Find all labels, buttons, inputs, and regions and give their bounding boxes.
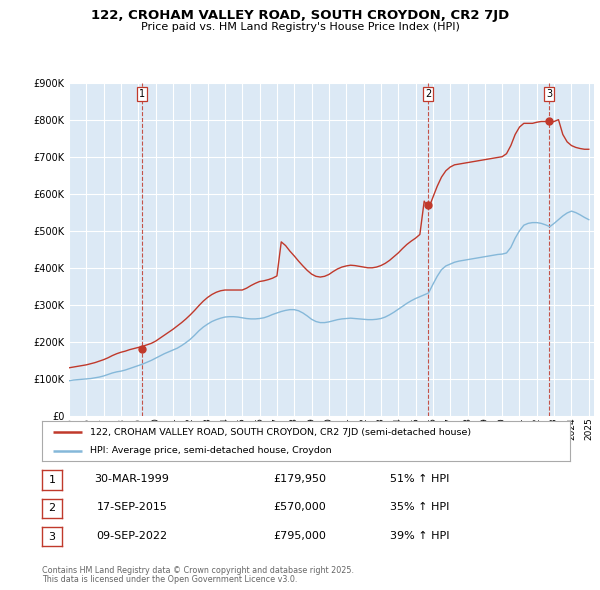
Text: Price paid vs. HM Land Registry's House Price Index (HPI): Price paid vs. HM Land Registry's House … — [140, 22, 460, 32]
Text: 1: 1 — [139, 88, 145, 99]
Text: £179,950: £179,950 — [274, 474, 326, 484]
Text: 2: 2 — [425, 88, 431, 99]
Text: 3: 3 — [49, 532, 55, 542]
Text: 1: 1 — [49, 475, 55, 485]
Text: 17-SEP-2015: 17-SEP-2015 — [97, 503, 167, 512]
Text: 3: 3 — [546, 88, 552, 99]
Text: 39% ↑ HPI: 39% ↑ HPI — [390, 531, 450, 540]
Text: 35% ↑ HPI: 35% ↑ HPI — [391, 503, 449, 512]
Text: 122, CROHAM VALLEY ROAD, SOUTH CROYDON, CR2 7JD (semi-detached house): 122, CROHAM VALLEY ROAD, SOUTH CROYDON, … — [89, 428, 470, 437]
Text: This data is licensed under the Open Government Licence v3.0.: This data is licensed under the Open Gov… — [42, 575, 298, 584]
Text: 122, CROHAM VALLEY ROAD, SOUTH CROYDON, CR2 7JD: 122, CROHAM VALLEY ROAD, SOUTH CROYDON, … — [91, 9, 509, 22]
Text: 51% ↑ HPI: 51% ↑ HPI — [391, 474, 449, 484]
Text: 09-SEP-2022: 09-SEP-2022 — [97, 531, 167, 540]
Text: 30-MAR-1999: 30-MAR-1999 — [95, 474, 169, 484]
Text: Contains HM Land Registry data © Crown copyright and database right 2025.: Contains HM Land Registry data © Crown c… — [42, 566, 354, 575]
Text: £795,000: £795,000 — [274, 531, 326, 540]
Text: £570,000: £570,000 — [274, 503, 326, 512]
Text: HPI: Average price, semi-detached house, Croydon: HPI: Average price, semi-detached house,… — [89, 446, 331, 455]
Text: 2: 2 — [49, 503, 55, 513]
